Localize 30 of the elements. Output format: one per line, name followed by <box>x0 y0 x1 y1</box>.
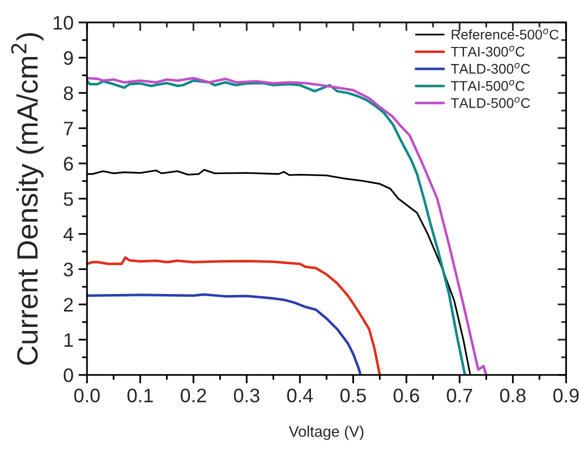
x-tick-label: 0.7 <box>446 388 472 402</box>
x-tick-label: 0.3 <box>234 388 260 402</box>
y-tick-label: 5 <box>64 192 73 206</box>
y-tick-label: 9 <box>64 51 73 65</box>
y-tick-label: 3 <box>64 262 73 276</box>
y-tick-label: 0 <box>64 368 74 382</box>
y-tick-label: 8 <box>64 86 73 100</box>
x-tick-label: 0.2 <box>180 388 206 402</box>
y-tick-label: 4 <box>63 228 74 241</box>
legend-label: TALD-500$^{o}$C <box>450 97 530 108</box>
line-series <box>87 256 382 375</box>
x-tick-label: 0.9 <box>553 388 579 402</box>
y-tick-label: 2 <box>64 298 73 312</box>
x-axis-title: Voltage (V) <box>288 426 364 440</box>
y-tick-label: 6 <box>64 156 73 171</box>
legend-label: TTAI-300$^{o}$C <box>450 46 525 57</box>
x-tick-label: 0.5 <box>340 388 366 402</box>
legend-label: TALD-300$^{o}$C <box>450 62 530 74</box>
x-tick-label: 0.6 <box>394 388 420 402</box>
x-tick-label: 0.8 <box>500 388 526 402</box>
y-tick-label: 7 <box>64 122 73 136</box>
y-axis-title: Current Density (mA/cm$^{2}$) <box>11 33 44 365</box>
legend-label: TTAI-500$^{o}$C <box>450 80 525 91</box>
x-tick-label: 0.0 <box>74 388 100 402</box>
x-tick-label: 0.4 <box>287 388 313 402</box>
x-tick-label: 0.1 <box>127 388 153 402</box>
legend-label: Reference-500$^{o}$C <box>452 28 559 40</box>
y-tick-label: 1 <box>64 333 73 347</box>
line-series <box>87 293 362 375</box>
y-tick-label: 10 <box>54 16 74 30</box>
